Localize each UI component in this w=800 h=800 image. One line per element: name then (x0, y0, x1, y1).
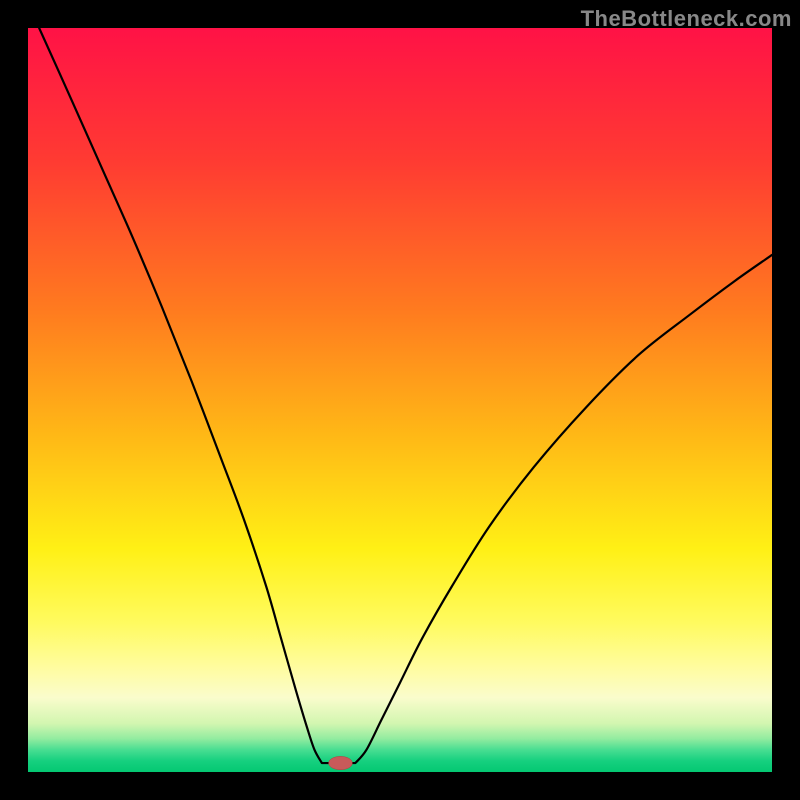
plot-gradient-background (28, 28, 772, 772)
watermark-text: TheBottleneck.com (581, 6, 792, 32)
chart-container: TheBottleneck.com (0, 0, 800, 800)
bottleneck-chart (0, 0, 800, 800)
sweet-spot-marker (329, 756, 353, 769)
